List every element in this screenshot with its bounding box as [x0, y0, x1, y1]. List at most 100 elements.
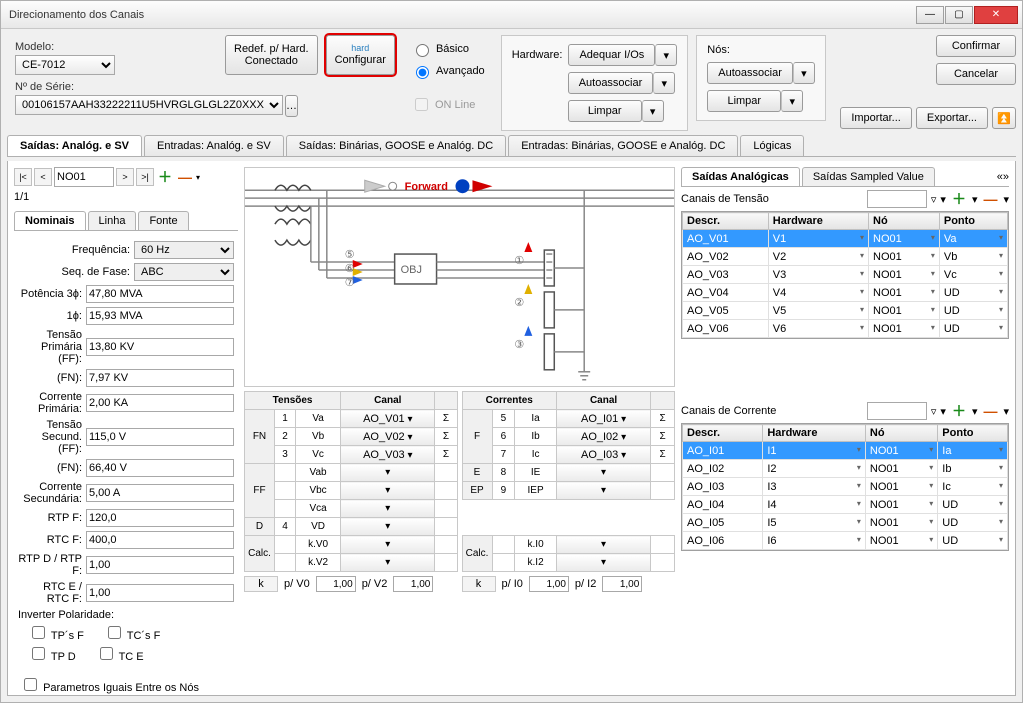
- subtab-linha[interactable]: Linha: [88, 211, 137, 230]
- rtcf-input[interactable]: [86, 531, 234, 549]
- nos-limpar-button[interactable]: Limpar▾: [707, 90, 815, 112]
- configurar-button[interactable]: hard Configurar: [326, 35, 395, 75]
- fn2-input[interactable]: [86, 459, 234, 477]
- nos-label: Nós:: [707, 44, 815, 56]
- pi0-input[interactable]: [529, 576, 569, 592]
- tensao-grid[interactable]: Descr.HardwareNóPonto AO_V01V1▾NO01▾Va▾A…: [681, 211, 1009, 339]
- tensao-remove[interactable]: —: [981, 190, 999, 208]
- tce-check[interactable]: TC E: [96, 644, 144, 663]
- table-row[interactable]: AO_V01V1▾NO01▾Va▾: [683, 230, 1008, 248]
- csec-input[interactable]: [86, 484, 234, 502]
- tab-logicas[interactable]: Lógicas: [740, 135, 804, 156]
- table-row[interactable]: AO_V05V5▾NO01▾UD▾: [683, 302, 1008, 320]
- cprim-input[interactable]: [86, 394, 234, 412]
- tensoes-table: TensõesCanal FN1VaAO_V01 ▾Σ 2VbAO_V02 ▾Σ…: [244, 391, 458, 592]
- subtab-nominais[interactable]: Nominais: [14, 211, 86, 230]
- pot3-input[interactable]: [86, 285, 234, 303]
- minimize-button[interactable]: —: [916, 6, 944, 24]
- basico-radio[interactable]: Básico: [411, 41, 485, 57]
- filter-icon[interactable]: ▿: [931, 193, 937, 206]
- table-row[interactable]: AO_V03V3▾NO01▾Vc▾: [683, 266, 1008, 284]
- table-row[interactable]: AO_I05I5▾NO01▾UD▾: [683, 514, 1008, 532]
- tsec-input[interactable]: [86, 428, 234, 446]
- tensao-filter[interactable]: [867, 190, 927, 208]
- node-input[interactable]: [54, 167, 114, 187]
- filter-icon-2[interactable]: ▿: [931, 405, 937, 418]
- tpsf-check[interactable]: TP´s F: [28, 623, 84, 642]
- rtab-analog[interactable]: Saídas Analógicas: [681, 167, 800, 186]
- adequar-button[interactable]: Adequar I/Os▾: [568, 44, 677, 66]
- node-add[interactable]: ＋: [156, 168, 174, 186]
- table-row[interactable]: AO_I04I4▾NO01▾UD▾: [683, 496, 1008, 514]
- online-check[interactable]: ON Line: [411, 95, 485, 114]
- pot1-input[interactable]: [86, 307, 234, 325]
- fn-input[interactable]: [86, 369, 234, 387]
- svg-text:②: ②: [514, 297, 524, 309]
- tab-saidas-analog[interactable]: Saídas: Analóg. e SV: [7, 135, 142, 156]
- tab-saidas-bin[interactable]: Saídas: Binárias, GOOSE e Analóg. DC: [286, 135, 506, 156]
- hw-limpar-button[interactable]: Limpar▾: [568, 100, 678, 122]
- table-row[interactable]: AO_I01I1▾NO01▾Ia▾: [683, 442, 1008, 460]
- serie-more-button[interactable]: …: [285, 95, 298, 117]
- tpd-check[interactable]: TP D: [28, 644, 76, 663]
- exportar-button[interactable]: Exportar...: [916, 107, 988, 129]
- titlebar: Direcionamento dos Canais — ▢ ✕: [1, 1, 1022, 29]
- pv0-input[interactable]: [316, 576, 356, 592]
- nav-first[interactable]: |<: [14, 168, 32, 186]
- rtpd-input[interactable]: [86, 556, 234, 574]
- nav-last[interactable]: >|: [136, 168, 154, 186]
- table-row[interactable]: AO_I06I6▾NO01▾UD▾: [683, 532, 1008, 550]
- hw-autoassociar-button[interactable]: Autoassociar▾: [568, 72, 678, 94]
- rtce-input[interactable]: [86, 584, 234, 602]
- table-row[interactable]: AO_V06V6▾NO01▾UD▾: [683, 320, 1008, 338]
- node-counter: 1/1: [14, 191, 238, 203]
- table-row[interactable]: AO_I02I2▾NO01▾Ib▾: [683, 460, 1008, 478]
- top-controls: Modelo: CE-7012 Nº de Série: 00106157AAH…: [7, 35, 1016, 131]
- redef-button[interactable]: Redef. p/ Hard. Conectado: [225, 35, 318, 75]
- tensao-title: Canais de Tensão: [681, 193, 863, 205]
- maximize-button[interactable]: ▢: [945, 6, 973, 24]
- expand-button[interactable]: ⏫: [992, 107, 1016, 129]
- nav-next[interactable]: >: [116, 168, 134, 186]
- nos-autoassociar-button[interactable]: Autoassociar▾: [707, 62, 815, 84]
- window-title: Direcionamento dos Canais: [9, 9, 915, 21]
- avancado-radio[interactable]: Avançado: [411, 63, 485, 79]
- table-row[interactable]: AO_I03I3▾NO01▾Ic▾: [683, 478, 1008, 496]
- cancelar-button[interactable]: Cancelar: [936, 63, 1016, 85]
- rtab-scroll-right[interactable]: »: [1003, 171, 1009, 183]
- inverter-label: Inverter Polaridade:: [18, 609, 234, 621]
- table-row[interactable]: AO_V02V2▾NO01▾Vb▾: [683, 248, 1008, 266]
- pi2-input[interactable]: [602, 576, 642, 592]
- tensao-add[interactable]: ＋: [950, 190, 968, 208]
- svg-text:⑥: ⑥: [345, 263, 355, 275]
- corrente-filter[interactable]: [867, 402, 927, 420]
- tprim-input[interactable]: [86, 338, 234, 356]
- close-button[interactable]: ✕: [974, 6, 1018, 24]
- importar-button[interactable]: Importar...: [840, 107, 912, 129]
- corrente-grid[interactable]: Descr.HardwareNóPonto AO_I01I1▾NO01▾Ia▾A…: [681, 423, 1009, 551]
- table-row[interactable]: AO_V04V4▾NO01▾UD▾: [683, 284, 1008, 302]
- rtab-sv[interactable]: Saídas Sampled Value: [802, 167, 935, 186]
- svg-text:⑤: ⑤: [345, 249, 355, 261]
- tcsf-check[interactable]: TC´s F: [104, 623, 160, 642]
- tab-entradas-analog[interactable]: Entradas: Analóg. e SV: [144, 135, 284, 156]
- svg-text:Forward: Forward: [405, 181, 448, 193]
- seq-select[interactable]: ABC: [134, 263, 234, 281]
- main-tabs: Saídas: Analóg. e SV Entradas: Analóg. e…: [7, 135, 1016, 157]
- nav-prev[interactable]: <: [34, 168, 52, 186]
- main-window: Direcionamento dos Canais — ▢ ✕ Modelo: …: [0, 0, 1023, 703]
- freq-select[interactable]: 60 Hz: [134, 241, 234, 259]
- rtpf-input[interactable]: [86, 509, 234, 527]
- subtab-fonte[interactable]: Fonte: [138, 211, 188, 230]
- serie-label: Nº de Série:: [15, 81, 209, 93]
- confirmar-button[interactable]: Confirmar: [936, 35, 1016, 57]
- param-check[interactable]: Parametros Iguais Entre os Nós: [20, 682, 199, 694]
- corrente-add[interactable]: ＋: [950, 402, 968, 420]
- serie-select[interactable]: 00106157AAH33222211U5HVRGLGLGL2Z0XXX: [15, 95, 283, 115]
- node-remove[interactable]: —: [176, 168, 194, 186]
- modelo-label: Modelo:: [15, 41, 209, 53]
- corrente-remove[interactable]: —: [981, 402, 999, 420]
- tab-entradas-bin[interactable]: Entradas: Binárias, GOOSE e Analóg. DC: [508, 135, 738, 156]
- pv2-input[interactable]: [393, 576, 433, 592]
- modelo-select[interactable]: CE-7012: [15, 55, 115, 75]
